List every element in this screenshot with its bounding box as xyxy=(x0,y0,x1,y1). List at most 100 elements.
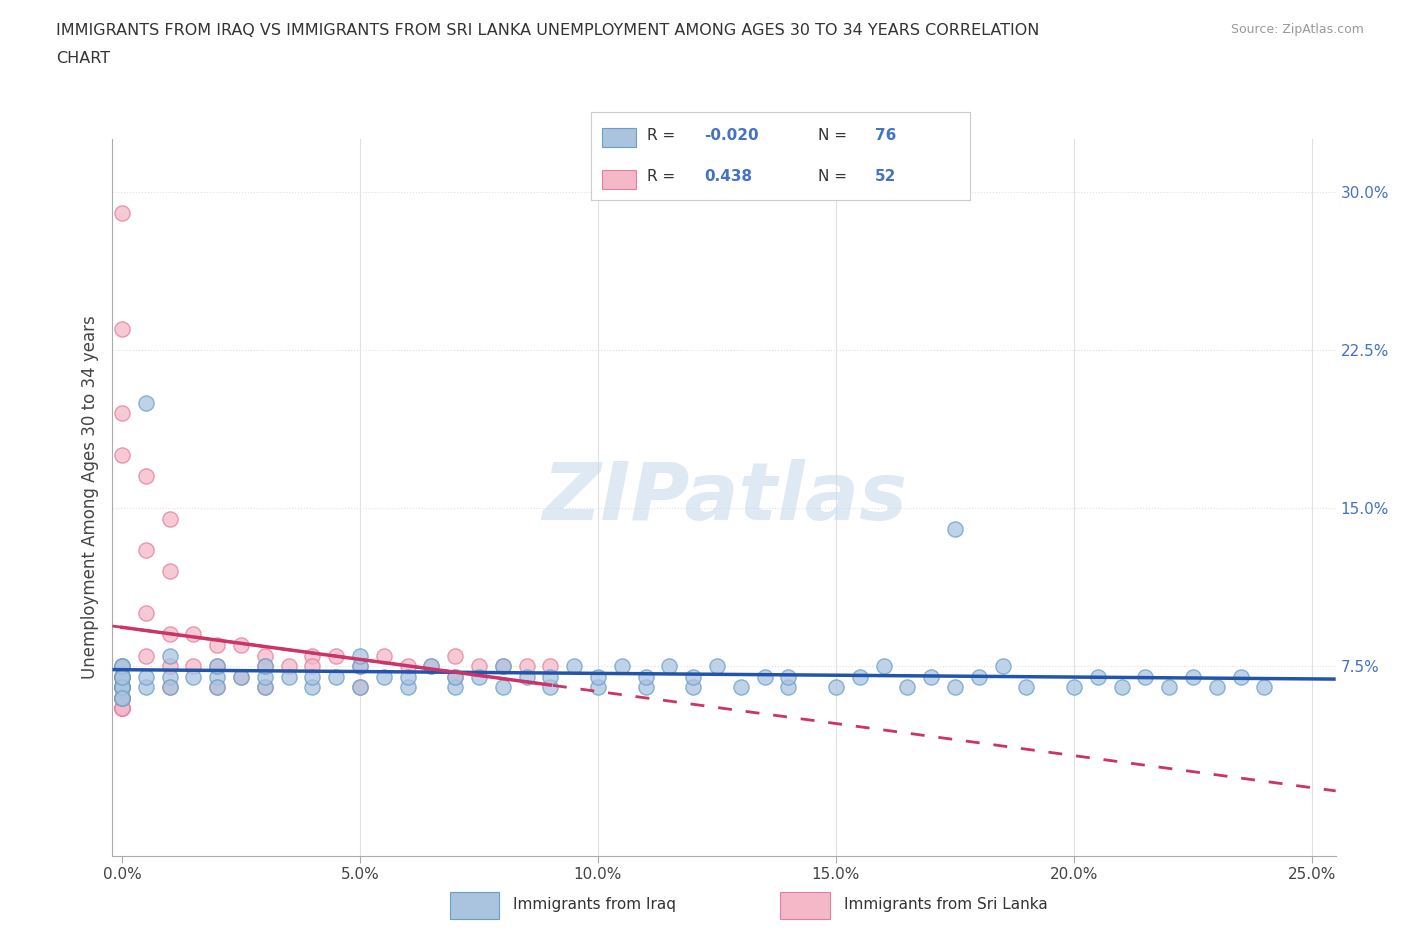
Point xyxy=(848,670,870,684)
Point xyxy=(135,543,157,558)
Point xyxy=(967,670,990,684)
Point xyxy=(111,680,134,695)
Point xyxy=(253,680,276,695)
Point xyxy=(135,606,157,621)
Point xyxy=(301,658,323,673)
Point xyxy=(1253,680,1275,695)
Point xyxy=(658,658,681,673)
Point xyxy=(253,658,276,673)
Point xyxy=(183,670,205,684)
Point xyxy=(205,658,228,673)
Point xyxy=(872,658,894,673)
Text: R =: R = xyxy=(647,128,676,143)
Point xyxy=(159,512,181,526)
Point xyxy=(396,670,419,684)
Point xyxy=(492,658,515,673)
Point xyxy=(778,670,800,684)
Text: Source: ZipAtlas.com: Source: ZipAtlas.com xyxy=(1230,23,1364,36)
Point xyxy=(205,680,228,695)
Point xyxy=(183,627,205,642)
Point xyxy=(253,658,276,673)
Point xyxy=(468,658,491,673)
Point xyxy=(135,469,157,484)
Point xyxy=(159,627,181,642)
Point xyxy=(396,680,419,695)
Point xyxy=(349,648,371,663)
Point xyxy=(586,670,609,684)
Point xyxy=(111,700,134,715)
Point xyxy=(516,658,538,673)
Point xyxy=(682,680,704,695)
Point xyxy=(943,680,966,695)
Text: 76: 76 xyxy=(875,128,897,143)
Point xyxy=(111,690,134,705)
Text: Immigrants from Sri Lanka: Immigrants from Sri Lanka xyxy=(844,897,1047,912)
Point xyxy=(111,690,134,705)
Point xyxy=(516,670,538,684)
Point xyxy=(229,670,252,684)
Point xyxy=(634,680,657,695)
Text: N =: N = xyxy=(818,128,848,143)
Point xyxy=(277,658,299,673)
Point xyxy=(111,690,134,705)
FancyBboxPatch shape xyxy=(780,892,830,919)
Point xyxy=(111,670,134,684)
Point xyxy=(586,680,609,695)
Point xyxy=(111,322,134,337)
Point xyxy=(135,680,157,695)
FancyBboxPatch shape xyxy=(602,127,636,147)
Point xyxy=(706,658,728,673)
Point xyxy=(111,405,134,420)
Point xyxy=(253,648,276,663)
Point xyxy=(562,658,585,673)
Point xyxy=(135,670,157,684)
Point xyxy=(111,680,134,695)
Point xyxy=(111,680,134,695)
Text: ZIPatlas: ZIPatlas xyxy=(541,458,907,537)
Point xyxy=(205,670,228,684)
Point xyxy=(135,648,157,663)
Text: CHART: CHART xyxy=(56,51,110,66)
Point xyxy=(159,670,181,684)
Point xyxy=(135,395,157,410)
Point xyxy=(538,670,561,684)
Point xyxy=(159,648,181,663)
Point xyxy=(373,670,395,684)
Point xyxy=(111,680,134,695)
Text: -0.020: -0.020 xyxy=(704,128,759,143)
Text: 52: 52 xyxy=(875,169,897,184)
Point xyxy=(111,680,134,695)
Point xyxy=(444,648,467,663)
Point xyxy=(111,670,134,684)
Point xyxy=(111,690,134,705)
Point xyxy=(111,700,134,715)
Text: R =: R = xyxy=(647,169,676,184)
Point xyxy=(825,680,848,695)
Point xyxy=(538,680,561,695)
Point xyxy=(610,658,633,673)
Point xyxy=(111,670,134,684)
Point xyxy=(420,658,443,673)
Point xyxy=(205,658,228,673)
Text: Immigrants from Iraq: Immigrants from Iraq xyxy=(513,897,676,912)
FancyBboxPatch shape xyxy=(450,892,499,919)
Point xyxy=(301,680,323,695)
Point xyxy=(111,658,134,673)
Point xyxy=(468,670,491,684)
Point xyxy=(492,658,515,673)
Point xyxy=(111,658,134,673)
Point xyxy=(183,658,205,673)
Point xyxy=(253,670,276,684)
Point xyxy=(205,638,228,653)
Point xyxy=(1229,670,1251,684)
Point xyxy=(444,670,467,684)
Point xyxy=(111,680,134,695)
Point xyxy=(111,670,134,684)
Point xyxy=(159,680,181,695)
Point xyxy=(159,658,181,673)
Y-axis label: Unemployment Among Ages 30 to 34 years: Unemployment Among Ages 30 to 34 years xyxy=(80,315,98,680)
Point xyxy=(896,680,918,695)
Point xyxy=(682,670,704,684)
Point xyxy=(373,648,395,663)
Point xyxy=(301,670,323,684)
